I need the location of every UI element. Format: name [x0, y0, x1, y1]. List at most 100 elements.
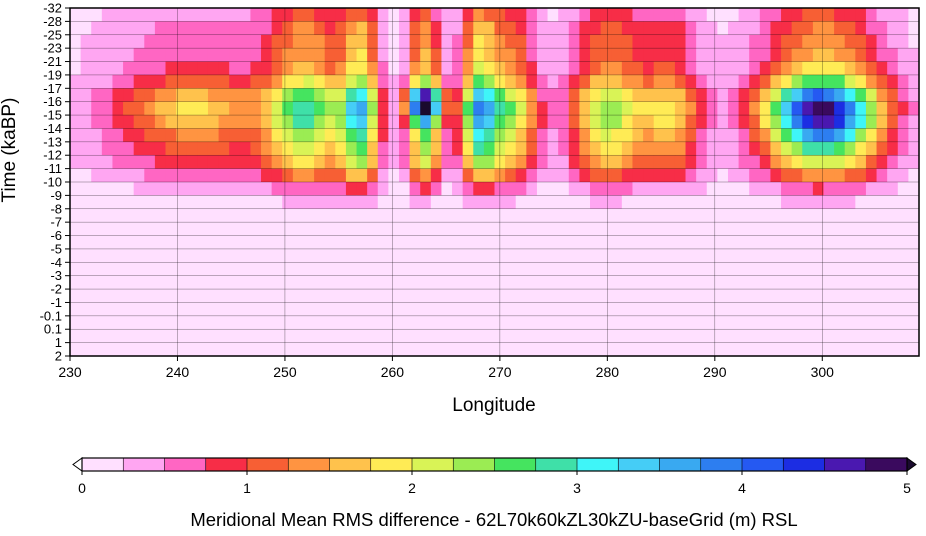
heatmap-cell [802, 155, 814, 170]
y-tick-label: -2 [50, 282, 62, 297]
heatmap-cell [781, 342, 793, 357]
heatmap-cell [558, 155, 570, 170]
heatmap-cell [101, 128, 114, 143]
heatmap-cell [865, 182, 878, 196]
heatmap-cell [207, 195, 220, 210]
heatmap-cell [303, 275, 315, 290]
heatmap-cell [483, 182, 496, 196]
heatmap-cell [823, 289, 835, 304]
heatmap-cell [91, 222, 103, 237]
heatmap-cell [887, 101, 899, 116]
heatmap-cell [791, 141, 803, 156]
heatmap-cell [144, 342, 156, 357]
heatmap-cell [112, 289, 124, 304]
heatmap-cell [664, 128, 676, 143]
heatmap-cell [781, 128, 793, 143]
heatmap-cell [123, 101, 135, 116]
heatmap-cell [643, 155, 655, 170]
heatmap-cell [165, 61, 177, 76]
heatmap-cell [781, 275, 793, 290]
heatmap-cell [664, 115, 676, 130]
heatmap-cell [144, 88, 156, 103]
heatmap-cell [812, 101, 825, 116]
heatmap-cell [781, 248, 793, 263]
heatmap-cell [685, 88, 697, 103]
heatmap-cell [643, 275, 655, 290]
heatmap-cell [335, 222, 347, 237]
heatmap-cell [823, 208, 835, 223]
heatmap-cell [441, 315, 453, 330]
heatmap-cell [452, 275, 464, 290]
heatmap-cell [112, 155, 124, 170]
heatmap-cell [887, 34, 899, 49]
heatmap-cell [282, 48, 294, 63]
heatmap-cell [706, 195, 718, 210]
heatmap-cell [526, 61, 538, 76]
heatmap-cell [547, 141, 559, 156]
heatmap-cell [335, 21, 347, 36]
heatmap-cell [324, 8, 336, 22]
heatmap-cell [600, 302, 612, 317]
heatmap-cell [324, 34, 336, 49]
heatmap-cell [239, 101, 252, 116]
heatmap-cell [674, 115, 687, 130]
heatmap-cell [802, 222, 814, 237]
heatmap-cell [292, 88, 305, 103]
heatmap-cell [611, 141, 623, 156]
heatmap-cell [112, 235, 124, 250]
heatmap-cell [409, 289, 421, 304]
heatmap-cell [515, 48, 527, 63]
heatmap-cell [452, 195, 464, 210]
heatmap-cell [643, 208, 655, 223]
heatmap-cell [367, 141, 379, 156]
heatmap-cell [261, 182, 273, 196]
heatmap-cell [388, 115, 400, 130]
heatmap-cell [292, 342, 305, 357]
heatmap-cell [186, 195, 198, 210]
heatmap-cell [834, 182, 846, 196]
heatmap-cell [791, 48, 803, 63]
heatmap-cell [377, 302, 389, 317]
heatmap-cell [314, 74, 326, 89]
colorbar-tick-label: 4 [738, 480, 746, 496]
heatmap-cell [420, 61, 432, 76]
heatmap-cell [462, 21, 474, 36]
heatmap-cell [579, 262, 591, 277]
heatmap-cell [367, 48, 379, 63]
heatmap-cell [473, 128, 485, 143]
heatmap-cell [367, 315, 379, 330]
heatmap-cell [770, 302, 782, 317]
heatmap-cell [165, 101, 177, 116]
heatmap-cell [505, 329, 517, 344]
heatmap-cell [696, 128, 708, 143]
heatmap-cell [865, 275, 878, 290]
heatmap-cell [473, 115, 485, 130]
heatmap-cell [314, 128, 326, 143]
heatmap-cell [314, 289, 326, 304]
heatmap-cell [271, 315, 283, 330]
heatmap-cell [197, 88, 209, 103]
heatmap-cell [229, 88, 241, 103]
heatmap-cell [367, 302, 379, 317]
heatmap-cell [345, 302, 358, 317]
heatmap-cell [398, 141, 411, 156]
heatmap-cell [377, 8, 389, 22]
heatmap-cell [377, 182, 389, 196]
heatmap-cell [505, 182, 517, 196]
heatmap-cell [515, 289, 527, 304]
heatmap-cell [632, 88, 644, 103]
heatmap-cell [91, 275, 103, 290]
heatmap-cell [441, 128, 453, 143]
heatmap-cell [632, 208, 644, 223]
heatmap-cell [239, 208, 252, 223]
heatmap-cell [685, 34, 697, 49]
heatmap-cell [759, 141, 772, 156]
heatmap-cell [207, 248, 220, 263]
heatmap-cell [515, 208, 527, 223]
heatmap-cell [218, 248, 230, 263]
heatmap-cell [367, 21, 379, 36]
heatmap-cell [70, 342, 82, 357]
heatmap-cell [292, 168, 305, 183]
heatmap-cell [282, 195, 294, 210]
heatmap-cell [844, 289, 856, 304]
